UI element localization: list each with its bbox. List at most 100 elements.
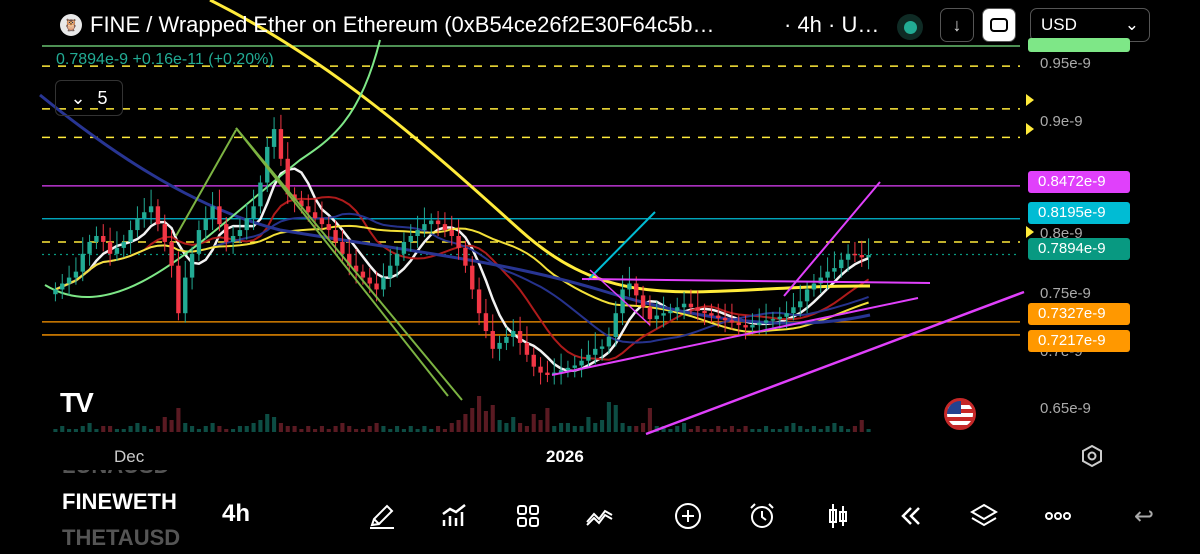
trend-line-drawing <box>587 211 656 281</box>
volume-bar <box>661 426 666 432</box>
volume-bar <box>135 423 140 432</box>
volume-bar <box>477 396 482 432</box>
market-status-icon[interactable] <box>897 14 923 40</box>
trend-line-drawing <box>235 127 449 397</box>
indicators-icon[interactable] <box>436 498 472 534</box>
watchlist-item[interactable]: FINEWETH <box>62 489 177 514</box>
settings-icon[interactable] <box>1080 444 1104 468</box>
candle-body <box>401 241 407 254</box>
layouts-icon[interactable] <box>510 498 546 534</box>
candle-body <box>517 331 523 343</box>
trend-drawings[interactable] <box>175 94 1034 436</box>
volume-bar <box>490 405 495 432</box>
volume-bar <box>600 420 605 432</box>
price-tick-label: 0.95e-9 <box>1040 55 1091 72</box>
price-tag: 0.8472e-9 <box>1028 171 1130 193</box>
candle-body <box>681 303 687 308</box>
channel-line-drawing <box>581 278 931 284</box>
replay-icon[interactable] <box>892 498 928 534</box>
volume-bar <box>381 426 386 432</box>
candle-body <box>634 283 639 296</box>
back-icon[interactable]: ↩ <box>1133 502 1155 530</box>
candle-body <box>524 342 530 355</box>
candle-body <box>504 336 509 343</box>
volume-bar <box>852 426 857 432</box>
us-flag-icon[interactable] <box>944 398 976 430</box>
volume-bar <box>463 414 468 432</box>
volume-bar <box>196 429 201 432</box>
candle-body <box>429 220 434 225</box>
alert-clock-icon[interactable] <box>744 498 780 534</box>
more-icon[interactable] <box>1040 498 1076 534</box>
symbol-logo-icon: 🦉 <box>60 14 82 36</box>
price-tag: 0.7894e-9 <box>1028 238 1130 260</box>
watchlist-interval[interactable]: 4h <box>222 500 251 527</box>
volume-bar <box>203 426 208 432</box>
candles-icon[interactable] <box>820 498 856 534</box>
volume-bar <box>682 423 687 432</box>
price-tick-label: 0.65e-9 <box>1040 400 1091 417</box>
candle-body <box>60 283 65 290</box>
volume-bar <box>613 405 618 432</box>
volume-bar <box>634 426 639 432</box>
candle-body <box>203 218 208 231</box>
alert-marker-icon <box>1026 123 1034 135</box>
candle-body <box>251 206 256 219</box>
candle-body <box>87 241 92 254</box>
candle-body <box>620 289 625 314</box>
volume-bar <box>149 429 154 432</box>
watchlist-item[interactable]: THETAUSD <box>62 525 181 550</box>
volume-bar <box>524 426 529 432</box>
candle-body <box>702 310 707 314</box>
candle-body <box>558 370 564 373</box>
candle-body <box>367 277 372 284</box>
currency-value: USD <box>1041 15 1077 34</box>
candle-body <box>722 317 728 321</box>
candle-body <box>442 224 448 231</box>
symbol-title[interactable]: FINE / Wrapped Ether on Ethereum (0xB54c… <box>90 12 715 37</box>
volume-bar <box>224 429 229 432</box>
indicator-toggle-button[interactable]: ⌄ 5 <box>55 80 123 116</box>
volume-bar <box>237 426 242 432</box>
candle-body <box>285 158 290 195</box>
time-tick-label: Dec <box>114 447 145 466</box>
volume-bar <box>442 429 447 432</box>
volume-bar <box>531 414 536 432</box>
legend-change: +0.16e-11 (+0.20%) <box>132 51 274 68</box>
watchlist-item[interactable]: LUNAUSD <box>62 470 202 484</box>
currency-select[interactable]: USD ⌄ <box>1030 8 1150 42</box>
candle-body <box>798 301 803 308</box>
candle-body <box>107 241 113 254</box>
candle-body <box>422 224 427 231</box>
drawing-tool-icon[interactable] <box>364 498 400 534</box>
candle-body <box>845 253 851 260</box>
volume-bar <box>217 426 222 432</box>
volume-bar <box>449 423 454 432</box>
download-icon[interactable]: ↓ <box>940 8 974 42</box>
candle-body <box>736 322 741 326</box>
volume-bar <box>675 426 680 432</box>
candle-body <box>531 354 536 367</box>
candle-body <box>729 320 735 323</box>
volume-bar <box>183 423 188 432</box>
channel-line-drawing <box>589 269 651 326</box>
volume-bar <box>313 429 318 432</box>
interval-label[interactable]: · 4h · U… <box>784 12 880 37</box>
volume-bar <box>326 429 331 432</box>
fullscreen-icon[interactable] <box>982 8 1016 42</box>
volume-bar <box>805 429 810 432</box>
price-tick-label: 0.9e-9 <box>1040 113 1083 130</box>
volume-bar <box>101 426 106 432</box>
volume-bar <box>306 426 311 432</box>
add-icon[interactable] <box>670 498 706 534</box>
candle-body <box>579 360 584 366</box>
volume-bar <box>422 426 427 432</box>
candle-body <box>497 342 502 349</box>
trend-line-icon[interactable] <box>582 498 618 534</box>
volume-bar <box>723 429 728 432</box>
candle-body <box>353 265 359 272</box>
volume-bar <box>483 411 488 432</box>
layers-icon[interactable] <box>966 498 1002 534</box>
watchlist[interactable]: LUNAUSD FINEWETH THETAUSD <box>62 470 202 554</box>
